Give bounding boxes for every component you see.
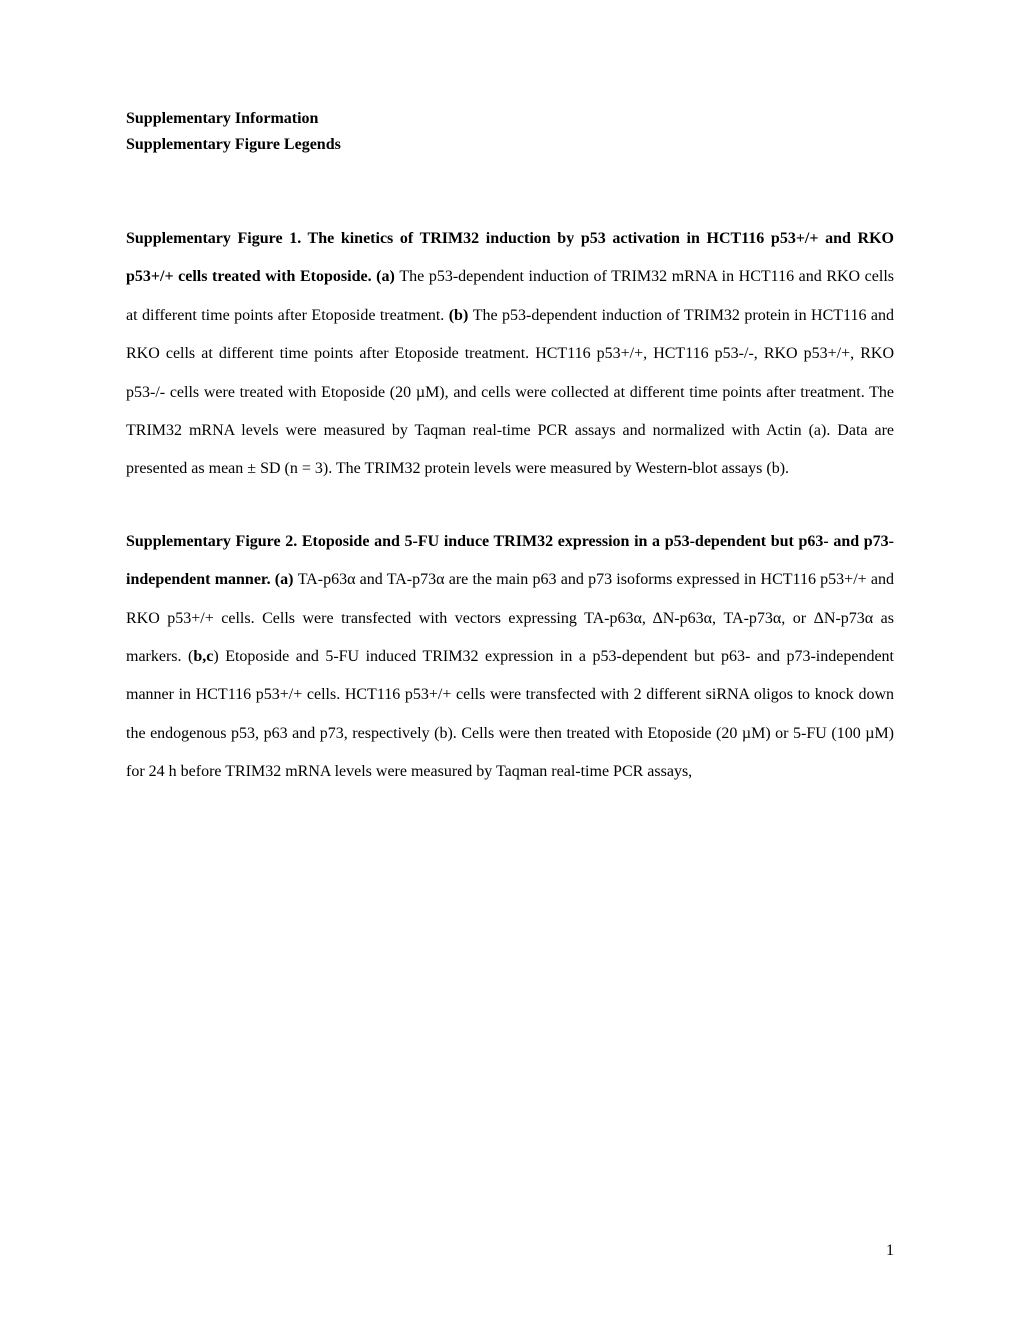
sub-heading: Supplementary Figure Legends — [126, 136, 894, 154]
figure-1-bold-b: (b) — [449, 307, 473, 324]
figure-2-legend: Supplementary Figure 2. Etoposide and 5-… — [126, 523, 894, 792]
main-heading: Supplementary Information — [126, 110, 894, 128]
page-number: 1 — [886, 1242, 894, 1260]
figure-2-bold-bc: b,c — [193, 648, 213, 665]
figure-2-body-b: ) Etoposide and 5-FU induced TRIM32 expr… — [126, 648, 894, 780]
figure-1-legend: Supplementary Figure 1. The kinetics of … — [126, 220, 894, 489]
figure-1-body-b: The p53-dependent induction of TRIM32 pr… — [126, 307, 894, 478]
